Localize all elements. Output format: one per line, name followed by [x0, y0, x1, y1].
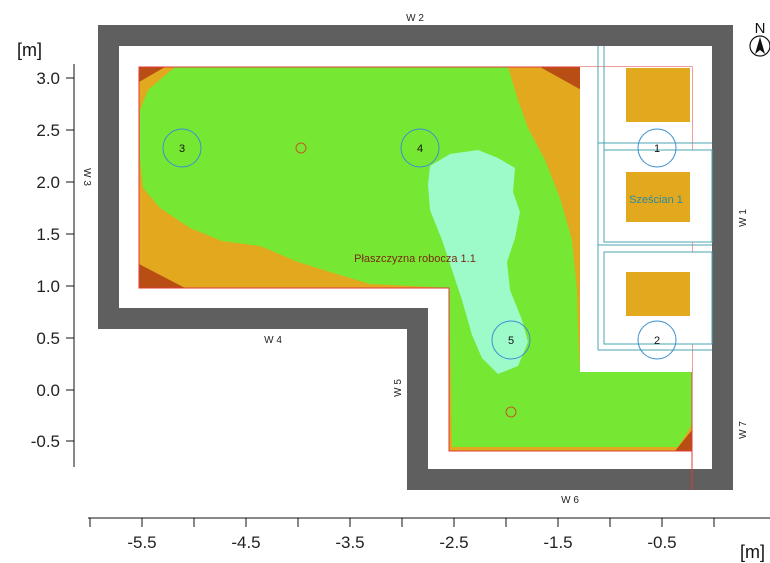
x-tick-label: -3.5 [335, 533, 364, 552]
sensor-ring-5[interactable] [491, 320, 531, 360]
wall-label-w4: W 4 [264, 335, 282, 346]
wall-label-w5: W 5 [393, 379, 404, 397]
y-tick-label: 3.0 [36, 69, 60, 88]
sensor-ring-3[interactable] [162, 128, 202, 168]
x-tick-label: -2.5 [439, 533, 468, 552]
cube-label: Sześcian 1 [629, 194, 683, 206]
y-tick-label: 2.0 [36, 173, 60, 192]
wall-label-w7: W 7 [738, 421, 749, 439]
north-label: N [755, 20, 766, 37]
work-plane-lowest-br [675, 430, 692, 451]
x-tick-label: -4.5 [231, 533, 260, 552]
work-plane-mid [140, 67, 692, 447]
sensor-label-4: 4 [417, 143, 423, 155]
work-plane-label: Płaszczyzna robocza 1.1 [354, 253, 476, 265]
sensor-ring-1[interactable] [637, 128, 677, 168]
x-tick-label: -0.5 [647, 533, 676, 552]
work-plane-lowest-bl [139, 264, 185, 288]
y-tick-label: 0.0 [36, 381, 60, 400]
y-tick-label: 0.5 [36, 329, 60, 348]
work-plane-lowest-tl [139, 67, 165, 82]
y-tick-label: -0.5 [31, 432, 60, 451]
y-axis-ticks [66, 77, 74, 442]
sensor-ring-4[interactable] [400, 128, 440, 168]
north-arrow-icon [749, 35, 770, 57]
luminaire-marker [295, 142, 307, 154]
x-tick-label: -5.5 [127, 533, 156, 552]
wall-label-w6: W 6 [561, 495, 579, 506]
sensor-label-1: 1 [654, 143, 660, 155]
x-axis-ticks [89, 518, 715, 527]
sensor-ring-2[interactable] [637, 320, 677, 360]
y-tick-label: 1.0 [36, 277, 60, 296]
wall-label-w3: W 3 [81, 168, 92, 186]
work-plane-lowest-tr [540, 67, 585, 92]
sensor-label-3: 3 [179, 143, 185, 155]
sensor-label-5: 5 [508, 335, 514, 347]
y-tick-label: 2.5 [36, 121, 60, 140]
work-plane-high [428, 150, 528, 374]
cube-object [580, 46, 713, 372]
wall-label-w2: W 2 [406, 13, 424, 24]
y-tick-label: 1.5 [36, 225, 60, 244]
sensor-label-2: 2 [654, 335, 660, 347]
luminaire-marker [505, 406, 517, 418]
wall-label-w1: W 1 [738, 209, 749, 227]
x-axis-unit: [m] [740, 542, 765, 562]
x-tick-label: -1.5 [543, 533, 572, 552]
y-axis-unit: [m] [17, 40, 42, 60]
